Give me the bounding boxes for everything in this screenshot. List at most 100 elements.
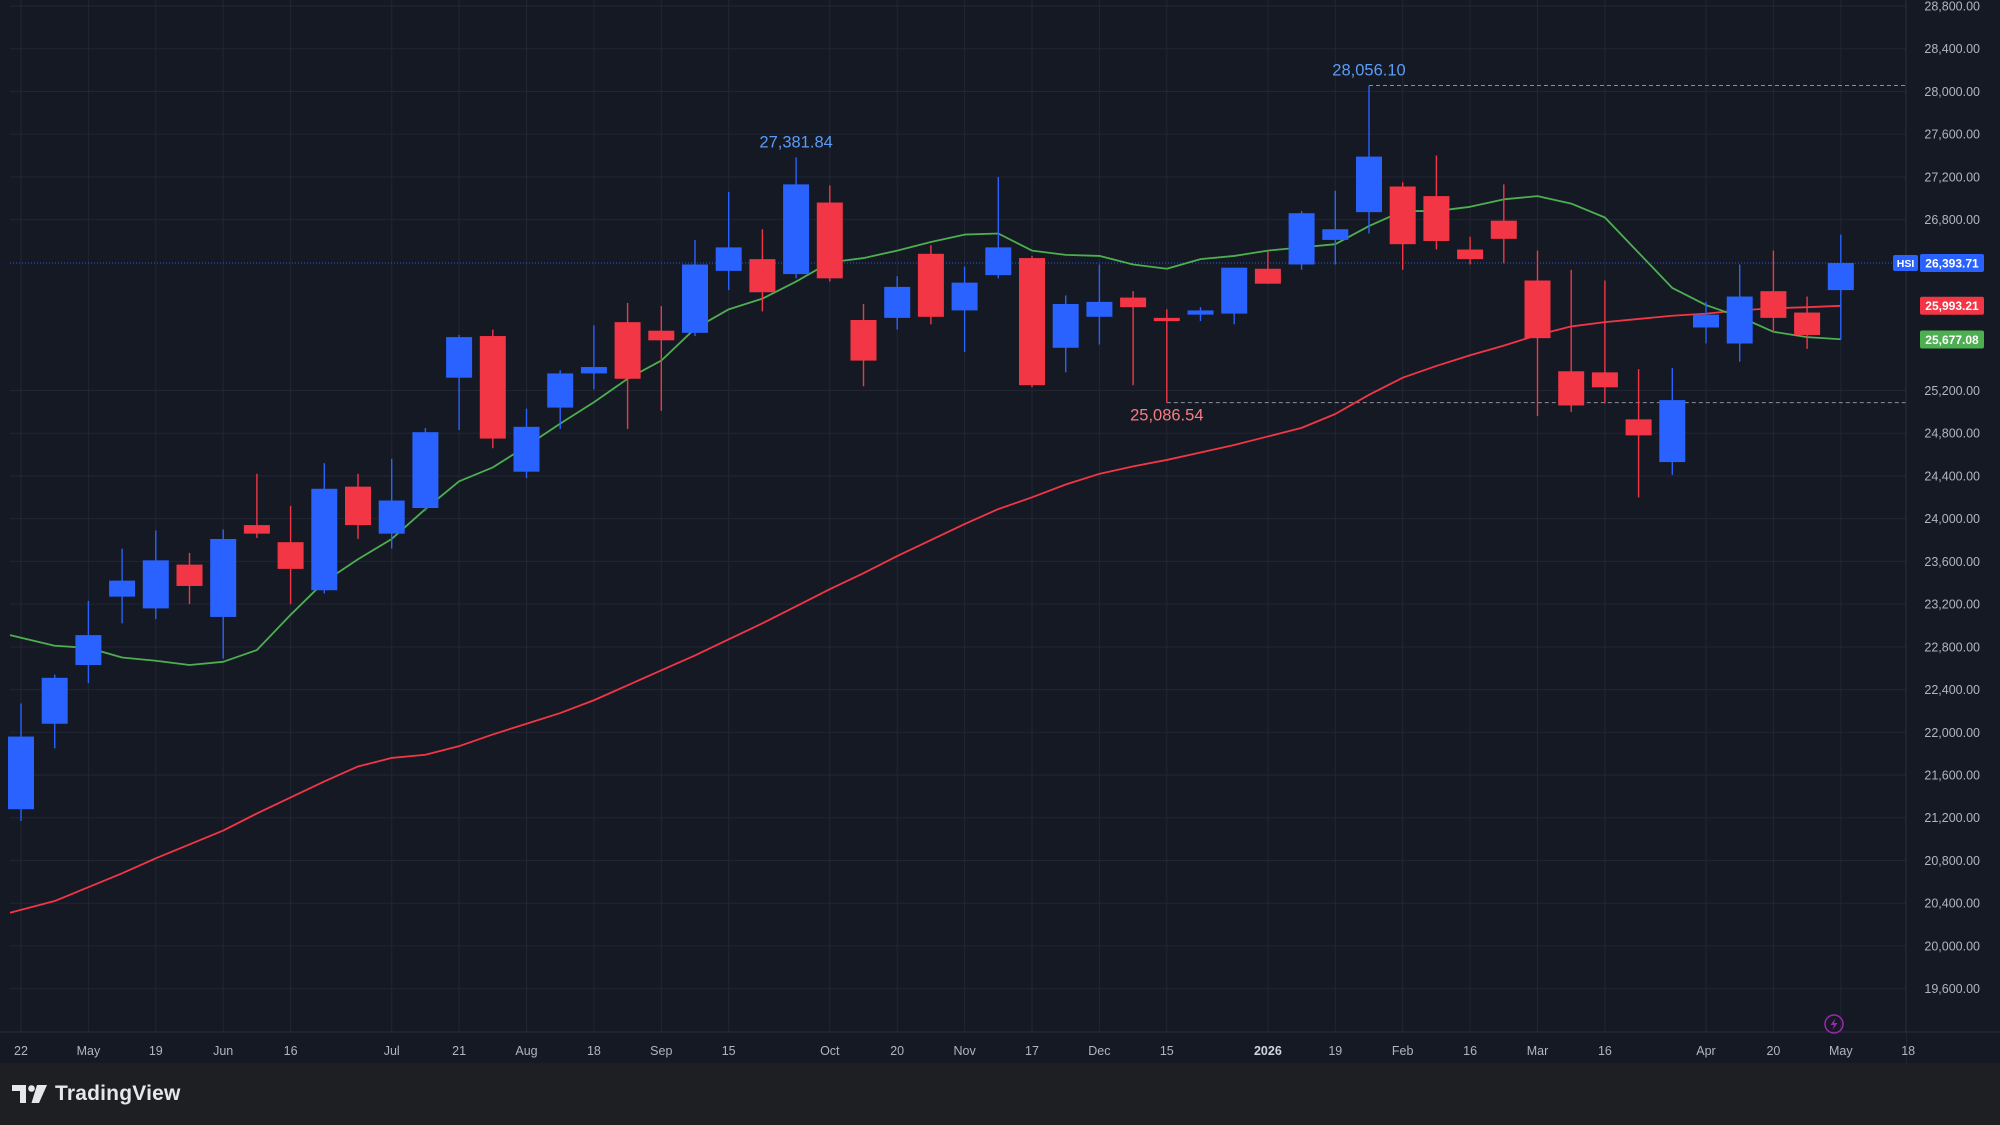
candle[interactable] [378, 458, 405, 549]
candle[interactable] [1457, 236, 1484, 265]
candle-body [277, 542, 304, 569]
x-tick-label: Feb [1392, 1044, 1414, 1058]
y-tick-label: 23,200.00 [1924, 598, 1980, 612]
candle[interactable] [1254, 250, 1281, 284]
symbol-tag-bg [1893, 255, 1918, 272]
candle-body [783, 184, 810, 275]
y-tick-label: 20,000.00 [1924, 939, 1980, 953]
candle-body [142, 560, 169, 609]
candle[interactable] [1558, 269, 1585, 412]
candle[interactable] [547, 370, 574, 429]
candle[interactable] [1389, 182, 1416, 270]
candle-body [1693, 314, 1719, 328]
brand-name: TradingView [55, 1082, 181, 1105]
candle[interactable] [1052, 295, 1079, 373]
y-tick-label: 19,600.00 [1924, 982, 1980, 996]
candle-body [1120, 297, 1147, 308]
x-tick-label: Dec [1088, 1044, 1110, 1058]
candle[interactable] [41, 674, 68, 749]
candle[interactable] [1490, 184, 1517, 264]
footer-bar [0, 1063, 2000, 1125]
candle[interactable] [277, 505, 304, 605]
candle[interactable] [1524, 250, 1551, 417]
candle[interactable] [783, 157, 810, 279]
candle[interactable] [345, 473, 371, 539]
lightning-icon[interactable] [1824, 1014, 1844, 1034]
candle[interactable] [479, 329, 506, 449]
candle[interactable] [1288, 211, 1315, 270]
candle-body [8, 736, 34, 810]
candle[interactable] [1827, 234, 1854, 340]
candle[interactable] [243, 473, 270, 538]
candle[interactable] [176, 552, 203, 605]
x-tick-label: May [77, 1044, 101, 1058]
x-tick-label: 18 [587, 1044, 601, 1058]
candle[interactable] [8, 703, 34, 821]
y-tick-label: 28,400.00 [1924, 42, 1980, 56]
candle[interactable] [816, 185, 843, 282]
candle-body [1490, 220, 1517, 239]
price-tags: 25,993.21 25,677.08 HSI 26,393.71 [1893, 254, 1984, 349]
candle[interactable] [985, 176, 1012, 279]
candle[interactable] [1221, 267, 1248, 325]
candle[interactable] [951, 266, 978, 353]
candle[interactable] [446, 334, 473, 431]
y-tick-label: 27,600.00 [1924, 128, 1980, 142]
candle[interactable] [648, 306, 675, 411]
chart-area[interactable]: 27,381.84 28,056.10 25,086.54 19,600.00 20,… [0, 0, 2000, 1063]
candle-body [1625, 419, 1652, 436]
candle[interactable] [1591, 280, 1618, 404]
candle-body [1659, 400, 1686, 463]
candle[interactable] [1153, 309, 1180, 403]
y-tick-label: 24,000.00 [1924, 512, 1980, 526]
candles[interactable] [8, 85, 1854, 821]
candle[interactable] [412, 427, 439, 512]
candle[interactable] [1693, 301, 1719, 344]
candlestick-chart[interactable]: 27,381.84 28,056.10 25,086.54 19,600.00 20,… [0, 0, 2000, 1063]
candle[interactable] [917, 245, 944, 325]
candle[interactable] [1625, 369, 1652, 498]
candle[interactable] [1322, 190, 1349, 265]
candle[interactable] [614, 302, 641, 429]
candle[interactable] [1794, 296, 1821, 349]
candle[interactable] [75, 600, 102, 684]
x-tick-label: Jul [384, 1044, 400, 1058]
candle-body [580, 367, 607, 374]
candle[interactable] [850, 303, 877, 387]
symbol-tag: HSI [1893, 255, 1918, 272]
candle[interactable] [513, 408, 540, 479]
price-axis[interactable]: 19,600.00 20,000.00 20,400.00 20,800.00 21,2… [1905, 0, 2000, 1063]
candle[interactable] [109, 548, 136, 624]
candle[interactable] [210, 529, 237, 659]
y-tick-label: 22,800.00 [1924, 640, 1980, 654]
y-tick-label: 24,800.00 [1924, 427, 1980, 441]
candle[interactable] [715, 191, 742, 291]
candle-body [378, 500, 405, 534]
candle-body [109, 580, 136, 597]
candle[interactable] [1726, 264, 1753, 362]
candle[interactable] [1086, 264, 1113, 345]
candle[interactable] [1356, 85, 1382, 234]
candle[interactable] [682, 239, 708, 337]
candle[interactable] [1423, 155, 1450, 250]
candle[interactable] [1120, 291, 1147, 386]
candle[interactable] [749, 229, 776, 312]
candle-body [1760, 291, 1787, 318]
time-axis-background [0, 1032, 1906, 1063]
candle-body [412, 432, 439, 508]
candle-body [1389, 186, 1416, 245]
chart-widgets[interactable] [1824, 1014, 1844, 1034]
candle[interactable] [1760, 250, 1787, 333]
last-price-tag: 26,393.71 [1920, 254, 1984, 273]
y-tick-label: 27,200.00 [1924, 170, 1980, 184]
symbol-tag-text: HSI [1897, 258, 1915, 270]
candle[interactable] [1187, 307, 1214, 322]
time-axis[interactable]: 22 May 19 Jun 16 Jul 21 Aug 18 Sep 15 Oct 20 Nov 17 Dec… [0, 1031, 2000, 1063]
candle[interactable] [1019, 255, 1045, 388]
candle[interactable] [580, 325, 607, 390]
candle[interactable] [1659, 368, 1686, 475]
tradingview-logo[interactable]: TradingView [12, 1082, 181, 1106]
candle[interactable] [884, 276, 911, 330]
candle[interactable] [311, 463, 338, 594]
candle[interactable] [142, 530, 169, 620]
